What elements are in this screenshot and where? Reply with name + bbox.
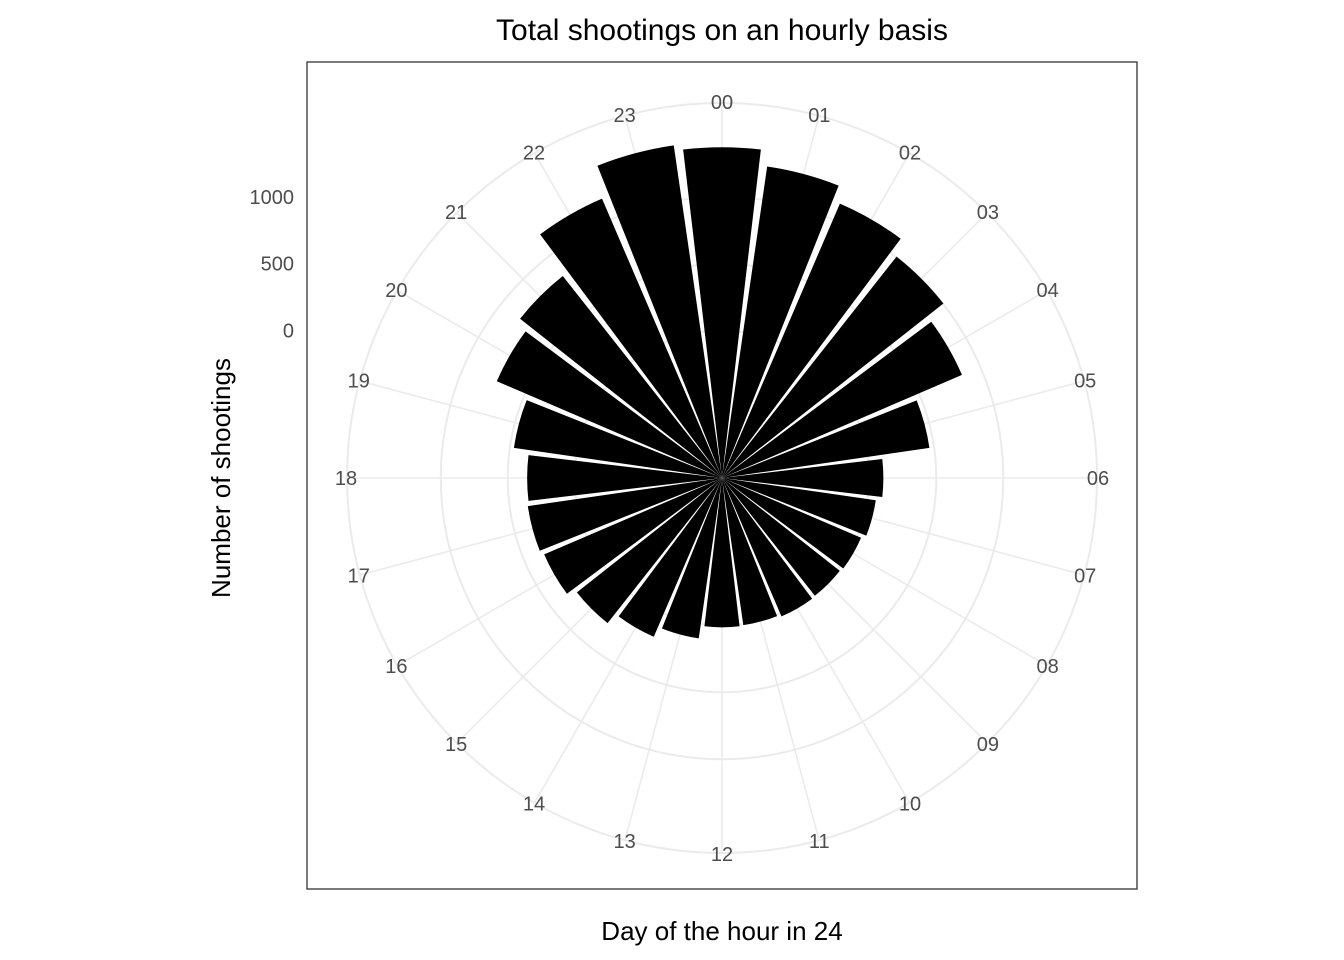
bars — [496, 145, 962, 639]
bar-08 — [722, 478, 862, 569]
bar-06 — [722, 459, 884, 497]
bar-12 — [704, 478, 740, 628]
hour-label-20: 20 — [385, 280, 407, 302]
hour-label-07: 07 — [1074, 565, 1096, 587]
y-tick-0: 0 — [283, 321, 294, 343]
y-tick-1000: 1000 — [250, 187, 295, 209]
bar-19 — [513, 400, 722, 478]
hour-label-02: 02 — [899, 142, 921, 164]
bar-03 — [722, 256, 944, 478]
hour-label-06: 06 — [1087, 468, 1109, 490]
y-tick-500: 500 — [261, 254, 294, 276]
x-axis-title: Day of the hour in 24 — [601, 916, 842, 946]
bar-13 — [661, 478, 722, 639]
hour-label-10: 10 — [899, 794, 921, 816]
hour-label-23: 23 — [614, 105, 636, 127]
bar-04 — [722, 321, 962, 478]
hour-label-11: 11 — [809, 831, 830, 853]
hour-label-01: 01 — [808, 105, 830, 127]
bar-22 — [540, 198, 722, 478]
bar-23 — [597, 145, 722, 478]
bar-07 — [722, 478, 876, 536]
bar-21 — [520, 276, 722, 478]
hour-label-15: 15 — [445, 734, 467, 756]
hour-label-09: 09 — [977, 734, 999, 756]
bar-02 — [722, 203, 901, 479]
hour-label-14: 14 — [523, 794, 545, 816]
bar-11 — [722, 478, 778, 626]
hour-label-00: 00 — [711, 92, 733, 114]
hour-label-05: 05 — [1074, 371, 1096, 393]
hour-label-08: 08 — [1037, 656, 1059, 678]
hour-label-04: 04 — [1037, 280, 1059, 302]
bar-18 — [527, 455, 722, 501]
chart-title: Total shootings on an hourly basis — [496, 14, 948, 47]
bar-20 — [496, 331, 722, 478]
y-axis-title: Number of shootings — [206, 358, 236, 598]
bar-01 — [722, 166, 839, 478]
panel-border — [306, 61, 1138, 890]
hour-label-13: 13 — [614, 831, 636, 853]
bar-14 — [618, 478, 722, 637]
hour-label-19: 19 — [348, 371, 370, 393]
bar-10 — [722, 478, 813, 617]
hour-label-21: 21 — [445, 202, 467, 224]
hour-tick-labels: 00 01 02 03 04 05 06 07 08 09 10 11 12 13 14 15 16 17 18 19… — [335, 92, 1109, 866]
bar-17 — [527, 478, 722, 551]
hour-label-22: 22 — [523, 142, 545, 164]
hour-label-12: 12 — [711, 844, 733, 866]
hour-label-17: 17 — [348, 565, 370, 587]
bar-05 — [722, 400, 930, 478]
hour-label-03: 03 — [977, 202, 999, 224]
bar-15 — [576, 478, 722, 624]
bar-00 — [683, 147, 761, 478]
hour-label-18: 18 — [335, 468, 357, 490]
bar-09 — [722, 478, 840, 596]
bar-16 — [544, 478, 722, 594]
hour-label-16: 16 — [385, 656, 407, 678]
y-tick-labels: 0 500 1000 — [250, 187, 295, 343]
